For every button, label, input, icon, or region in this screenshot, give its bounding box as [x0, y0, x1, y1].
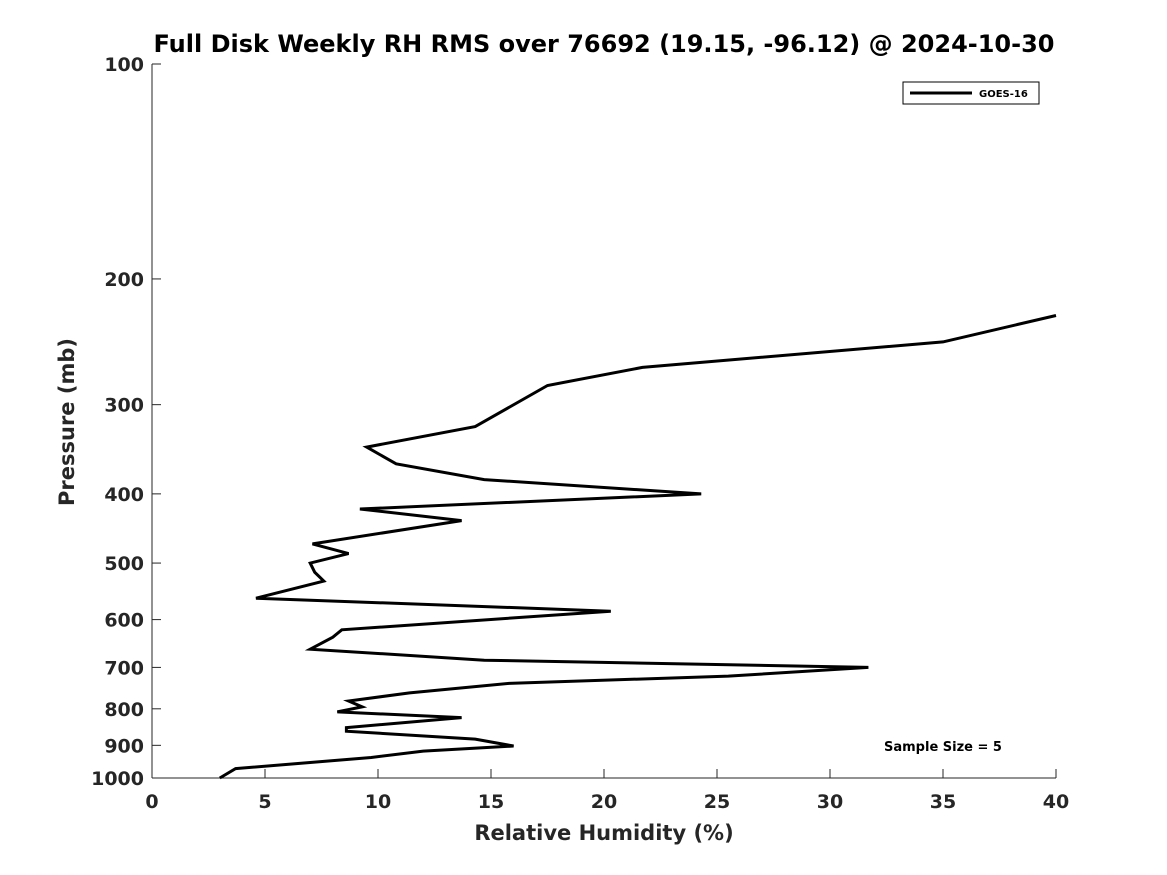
y-tick-label: 100 [104, 54, 144, 76]
y-tick-label: 600 [104, 610, 144, 632]
x-tick-label: 40 [1043, 791, 1069, 813]
x-tick-label: 25 [704, 791, 730, 813]
x-tick-label: 10 [365, 791, 391, 813]
y-tick-label: 200 [104, 269, 144, 291]
x-tick-label: 30 [817, 791, 843, 813]
legend: GOES-16 [902, 81, 1040, 105]
y-axis-ticks: 100 200 300 400 500 600 700 800 900 1000 [91, 54, 161, 790]
y-tick-label: 500 [104, 553, 144, 575]
y-tick-label: 1000 [91, 768, 144, 790]
plot-area [151, 64, 1056, 779]
x-tick-label: 15 [478, 791, 504, 813]
y-tick-label: 300 [104, 395, 144, 417]
x-axis-ticks: 0 5 10 15 20 25 30 35 40 [145, 769, 1069, 813]
legend-label-goes-16: GOES-16 [979, 89, 1028, 100]
x-axis-label: Relative Humidity (%) [474, 821, 733, 845]
chart-title: Full Disk Weekly RH RMS over 76692 (19.1… [153, 30, 1054, 58]
x-tick-label: 0 [145, 791, 158, 813]
y-tick-label: 700 [104, 657, 144, 679]
y-tick-label: 900 [104, 735, 144, 757]
x-tick-label: 5 [258, 791, 271, 813]
y-tick-label: 800 [104, 699, 144, 721]
sample-size-annotation: Sample Size = 5 [884, 740, 1002, 755]
y-axis-label: Pressure (mb) [55, 338, 79, 506]
series-group [219, 314, 1057, 780]
x-tick-label: 35 [930, 791, 956, 813]
series-line-goes-16 [219, 314, 1057, 780]
y-tick-label: 400 [104, 484, 144, 506]
x-tick-label: 20 [591, 791, 617, 813]
